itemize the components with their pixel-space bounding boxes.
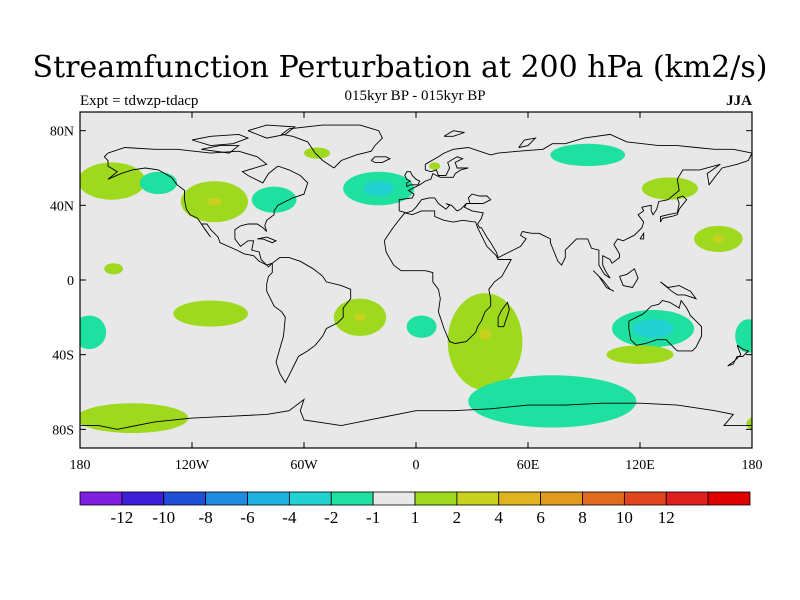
- anomaly-region: [104, 263, 123, 275]
- coastline: [639, 231, 645, 240]
- anomaly-region: [173, 300, 248, 327]
- anomaly-region: [746, 417, 752, 431]
- colorbar-label: 1: [411, 508, 420, 527]
- coastline: [383, 210, 512, 344]
- colorbar-label: -8: [199, 508, 213, 527]
- anomaly-region: [354, 313, 366, 322]
- anomaly-region: [735, 319, 752, 353]
- x-tick-label: 120E: [625, 458, 655, 473]
- colorbar-swatch: [205, 491, 248, 506]
- colorbar-label: -1: [366, 508, 380, 527]
- y-tick-label: 40N: [50, 199, 74, 214]
- colorbar-swatch: [623, 491, 667, 506]
- coastline: [727, 344, 750, 367]
- colorbar-label: -12: [111, 508, 134, 527]
- plot-title: Streamfunction Perturbation at 200 hPa (…: [32, 50, 768, 85]
- coastline: [660, 281, 698, 300]
- colorbar-label: -6: [240, 508, 254, 527]
- y-tick-label: 80N: [50, 125, 74, 140]
- colorbar-swatch: [247, 491, 290, 506]
- coastline: [247, 124, 296, 139]
- anomaly-region: [304, 147, 331, 159]
- y-tick-label: 40S: [52, 349, 74, 364]
- coastline: [257, 236, 278, 244]
- coastline: [619, 268, 639, 289]
- colorbar-label: 6: [536, 508, 545, 527]
- colorbar-label: 8: [578, 508, 587, 527]
- colorbar-swatch: [79, 491, 123, 506]
- colorbar-label: 4: [495, 508, 504, 527]
- colorbar-label: -2: [324, 508, 338, 527]
- x-tick-label: 60E: [517, 458, 540, 473]
- colorbar-swatch: [707, 491, 751, 506]
- anomaly-region: [429, 162, 441, 170]
- anomaly-region: [550, 143, 626, 167]
- anomaly-region: [606, 345, 674, 364]
- x-tick-label: 180: [70, 458, 91, 473]
- coastline: [592, 270, 615, 292]
- experiment-label: Expt = tdwzp-tdacp: [80, 93, 199, 109]
- coastline: [404, 171, 421, 188]
- coastline: [201, 145, 240, 154]
- anomaly-region: [479, 328, 491, 340]
- coastline: [398, 133, 752, 279]
- colorbar: -12 -10 -8 -6 -4 -2 -1 1 2 4 6 8 10 12: [79, 491, 751, 527]
- anomaly-region: [468, 375, 637, 428]
- anomaly-region: [251, 186, 297, 213]
- colorbar-label: 12: [658, 508, 675, 527]
- colorbar-label: -4: [282, 508, 297, 527]
- coastline: [266, 257, 352, 384]
- colorbar-label: 2: [453, 508, 462, 527]
- y-tick-label: 0: [67, 274, 74, 289]
- coastline: [191, 133, 250, 147]
- anomaly-region: [139, 171, 178, 195]
- x-tick-label: 180: [742, 458, 763, 473]
- coastline: [280, 124, 383, 169]
- colorbar-swatch: [456, 491, 500, 506]
- colorbar-swatch: [163, 491, 207, 506]
- y-tick-label: 80S: [52, 423, 74, 438]
- plot-subtitle: 015kyr BP - 015kyr BP: [344, 88, 486, 104]
- colorbar-swatch: [372, 491, 416, 506]
- colorbar-swatch: [540, 491, 583, 506]
- coastline: [103, 147, 309, 268]
- anomaly-region: [206, 197, 222, 206]
- axis-ticks: 180 120W 60W 0 60E 120E 180 80N 40N 0 40S 80S: [50, 112, 763, 473]
- colorbar-swatch: [582, 491, 625, 506]
- anomaly-region: [80, 403, 189, 434]
- x-tick-label: 120W: [175, 458, 210, 473]
- anomaly-region: [363, 181, 394, 197]
- coastline: [628, 299, 703, 352]
- colorbar-swatch: [288, 491, 332, 506]
- anomaly-region: [447, 293, 523, 391]
- anomaly-region: [80, 162, 146, 200]
- anomaly-region: [712, 235, 725, 243]
- colorbar-swatch: [498, 491, 542, 506]
- colorbar-swatch: [414, 491, 458, 506]
- coastline: [443, 130, 465, 137]
- anomaly-region: [641, 177, 698, 200]
- coastline: [518, 137, 537, 148]
- x-tick-label: 0: [413, 458, 420, 473]
- coastline: [80, 398, 752, 430]
- colorbar-swatch: [330, 491, 374, 506]
- colorbar-swatch: [121, 491, 165, 506]
- anomaly-contours: [80, 143, 752, 434]
- x-tick-label: 60W: [290, 458, 318, 473]
- anomaly-region: [80, 315, 107, 350]
- coastline: [660, 195, 688, 223]
- season-label: JJA: [726, 93, 752, 109]
- coastlines: [80, 124, 752, 430]
- coastline: [370, 156, 391, 163]
- coastline: [497, 301, 510, 328]
- colorbar-label: -10: [152, 508, 175, 527]
- anomaly-region: [406, 315, 437, 338]
- map-background: [80, 112, 752, 448]
- colorbar-label: 10: [616, 508, 633, 527]
- colorbar-swatch: [665, 491, 709, 506]
- anomaly-region: [632, 319, 674, 338]
